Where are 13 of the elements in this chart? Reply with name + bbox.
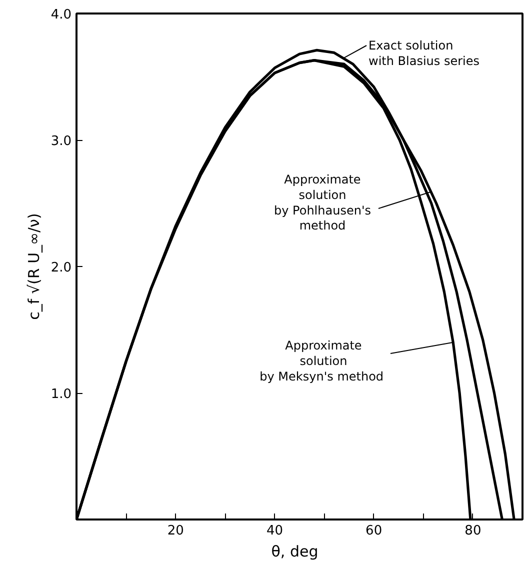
annotation: Exact solution with Blasius series [368, 38, 480, 68]
x-tick-label: 80 [464, 524, 482, 538]
y-tick-label: 4.0 [50, 8, 72, 22]
y-tick-label: 2.0 [50, 260, 72, 276]
x-tick-label: 60 [366, 524, 382, 538]
y-tick-label: 1.0 [50, 387, 72, 402]
y-tick-label: 3.0 [50, 134, 72, 149]
x-axis-title: θ, deg [271, 542, 318, 560]
x-tick-label: 40 [266, 524, 283, 538]
y-axis-title: c_f √(R U_∞/ν) [24, 213, 43, 320]
annotation: Approximate solution by Meksyn's method [260, 338, 384, 384]
annotation: Approximate solution by Pohlhausen's method [274, 172, 371, 233]
x-tick-label: 20 [167, 524, 184, 538]
